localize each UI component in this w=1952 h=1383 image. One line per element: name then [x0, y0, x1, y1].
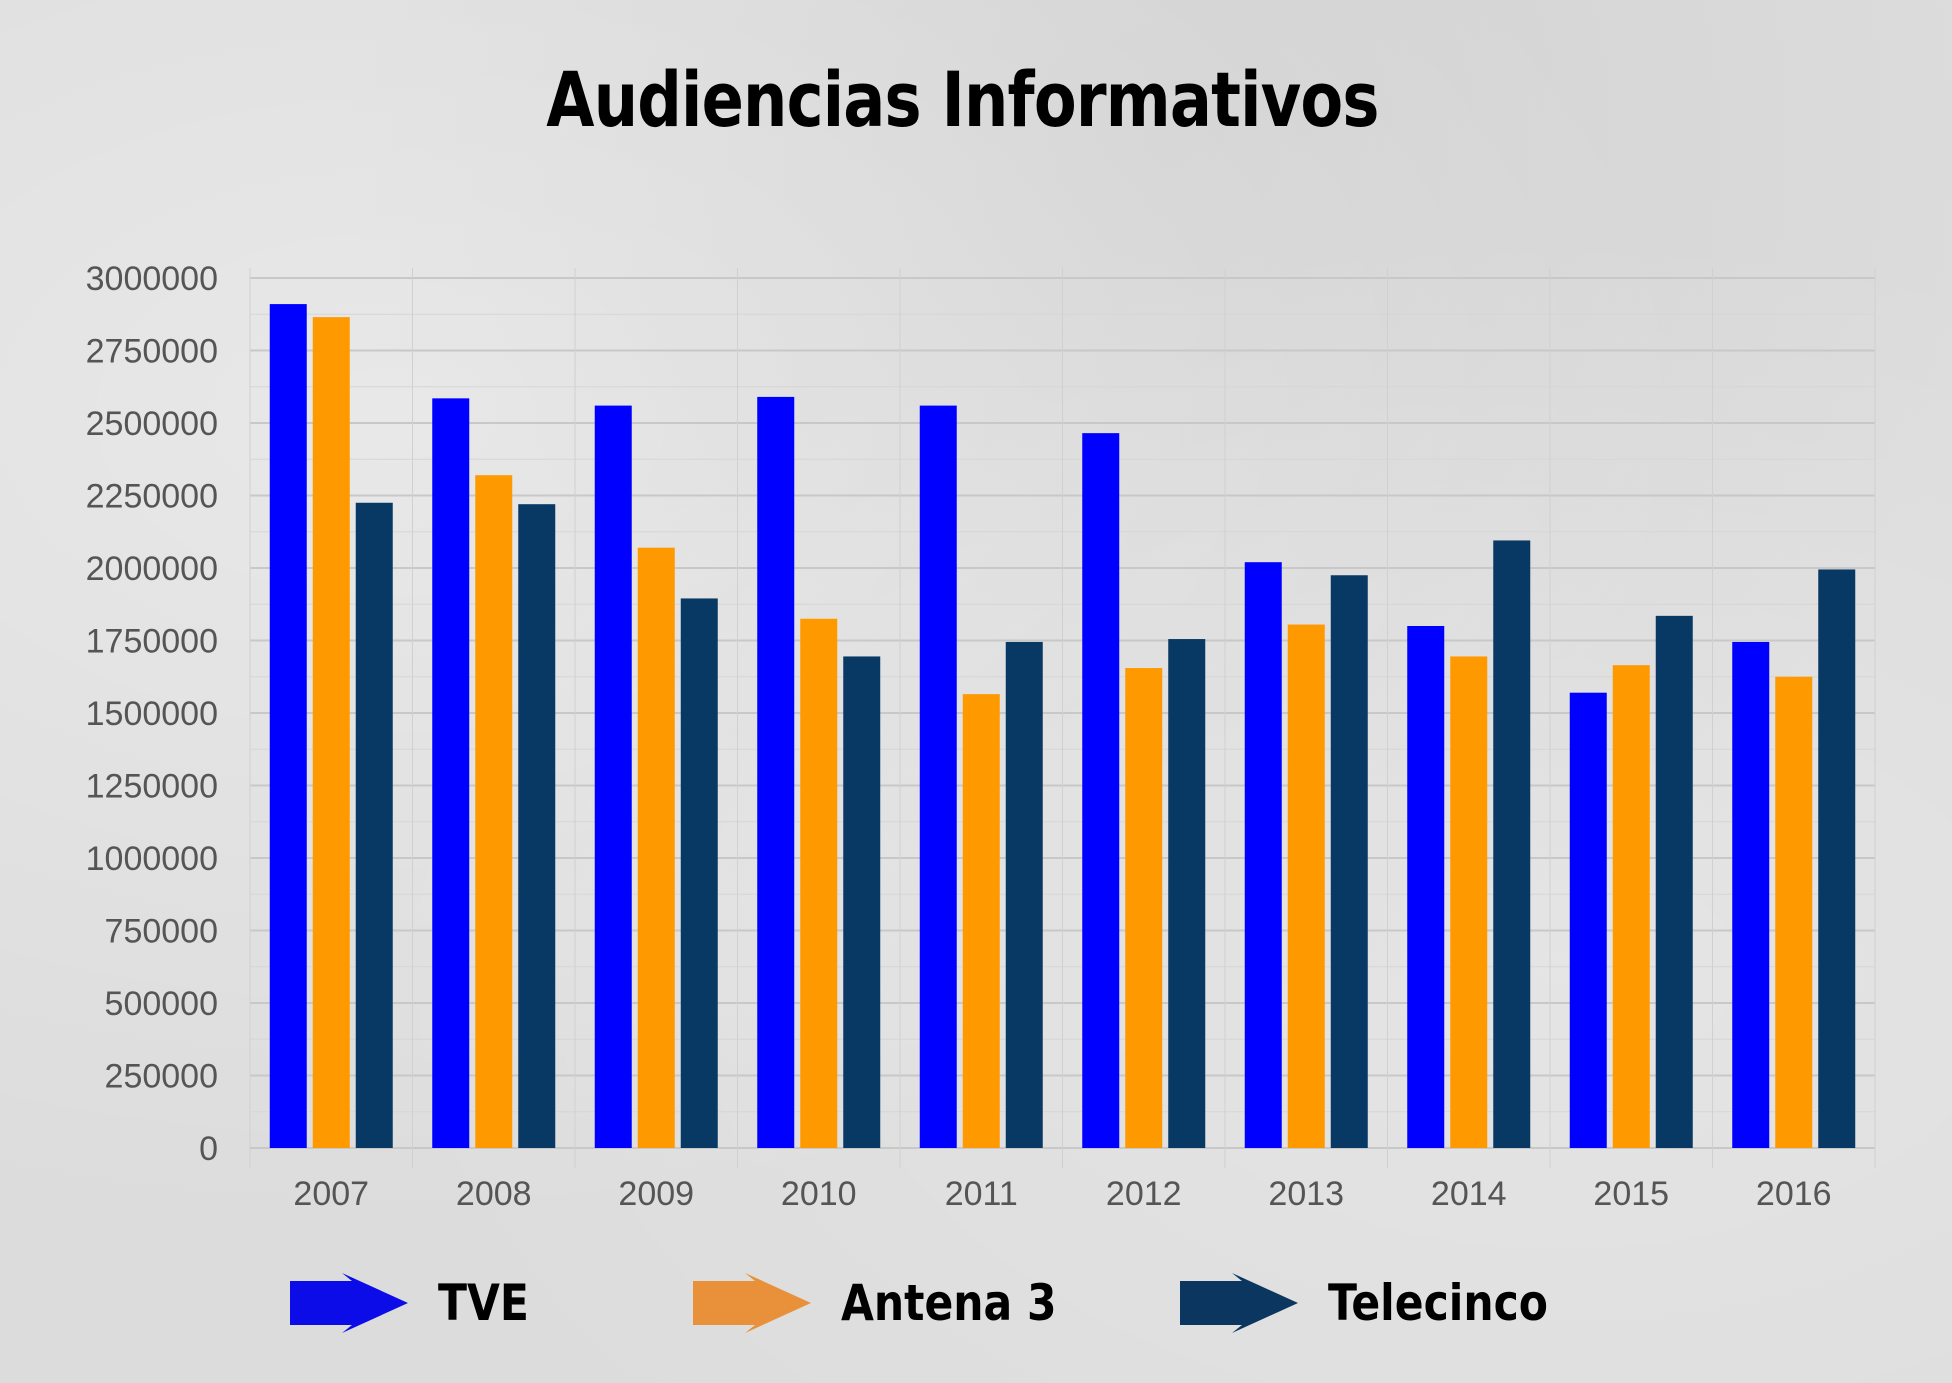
- x-tick-label: 2016: [1756, 1175, 1832, 1213]
- bar-tve-2007: [269, 304, 307, 1149]
- y-tick-label: 0: [199, 1130, 218, 1168]
- bar-antena-3-2011: [962, 694, 1000, 1148]
- bar-telecinco-2012: [1168, 639, 1206, 1148]
- bar-telecinco-2015: [1655, 615, 1693, 1148]
- y-tick-label: 1750000: [86, 623, 218, 661]
- y-tick-label: 2750000: [86, 333, 218, 371]
- bar-tve-2010: [757, 396, 795, 1148]
- bar-telecinco-2014: [1493, 540, 1531, 1148]
- y-axis: 0 250000 500000 750000 1000000 1250000 1500000…: [86, 260, 218, 1168]
- x-tick-label: 2012: [1106, 1175, 1182, 1213]
- y-tick-label: 2000000: [86, 550, 218, 588]
- x-tick-label: 2009: [618, 1175, 694, 1213]
- x-axis: 2007 2008 2009 2010 2011 2012 2013 2014 2015 2016: [293, 1175, 1831, 1213]
- y-tick-label: 1250000: [86, 768, 218, 806]
- bar-telecinco-2016: [1818, 569, 1856, 1148]
- x-tick-label: 2010: [781, 1175, 857, 1213]
- bar-tve-2016: [1732, 641, 1770, 1148]
- bar-antena-3-2010: [800, 618, 838, 1148]
- y-tick-label: 1000000: [86, 840, 218, 878]
- legend-label-antena-3: Antena 3: [841, 1274, 1057, 1332]
- x-tick-label: 2007: [293, 1175, 369, 1213]
- bar-telecinco-2010: [843, 656, 881, 1148]
- y-tick-label: 3000000: [86, 260, 218, 298]
- x-tick-label: 2014: [1431, 1175, 1507, 1213]
- bar-tve-2008: [432, 398, 470, 1149]
- arrow-icon: [1180, 1273, 1298, 1333]
- y-tick-label: 500000: [105, 985, 218, 1023]
- bar-tve-2012: [1082, 433, 1120, 1148]
- bar-antena-3-2008: [475, 475, 513, 1148]
- bar-antena-3-2014: [1450, 656, 1488, 1148]
- bars: [269, 304, 1856, 1149]
- legend-label-tve: TVE: [438, 1274, 529, 1332]
- bar-telecinco-2008: [518, 504, 556, 1148]
- bar-antena-3-2016: [1775, 676, 1813, 1148]
- y-tick-label: 750000: [105, 913, 218, 951]
- bar-tve-2015: [1569, 692, 1607, 1148]
- y-tick-label: 1500000: [86, 695, 218, 733]
- x-tick-label: 2013: [1268, 1175, 1344, 1213]
- arrow-icon: [290, 1273, 408, 1333]
- x-tick-label: 2011: [945, 1175, 1018, 1213]
- bar-antena-3-2012: [1125, 668, 1163, 1148]
- y-tick-label: 2500000: [86, 405, 218, 443]
- y-tick-label: 250000: [105, 1058, 218, 1096]
- arrow-icon: [693, 1273, 811, 1333]
- y-tick-label: 2250000: [86, 478, 218, 516]
- bar-antena-3-2007: [312, 317, 350, 1148]
- bar-telecinco-2013: [1330, 575, 1368, 1148]
- x-tick-label: 2008: [456, 1175, 532, 1213]
- bar-antena-3-2009: [637, 547, 675, 1148]
- bar-telecinco-2007: [355, 502, 393, 1148]
- bar-antena-3-2015: [1612, 665, 1650, 1148]
- legend-item-antena-3: Antena 3: [693, 1268, 1095, 1338]
- bar-tve-2013: [1244, 562, 1282, 1148]
- bar-tve-2014: [1407, 626, 1445, 1148]
- bar-tve-2009: [594, 405, 632, 1149]
- legend-item-tve: TVE: [290, 1268, 545, 1338]
- bar-antena-3-2013: [1287, 624, 1325, 1148]
- bar-telecinco-2009: [680, 598, 718, 1148]
- bar-tve-2011: [919, 405, 957, 1149]
- chart-title: Audiencias Informativos: [546, 55, 1379, 144]
- legend-label-telecinco: Telecinco: [1328, 1274, 1548, 1332]
- bar-telecinco-2011: [1005, 641, 1043, 1148]
- legend-item-telecinco: Telecinco: [1180, 1268, 1587, 1338]
- x-tick-label: 2015: [1593, 1175, 1669, 1213]
